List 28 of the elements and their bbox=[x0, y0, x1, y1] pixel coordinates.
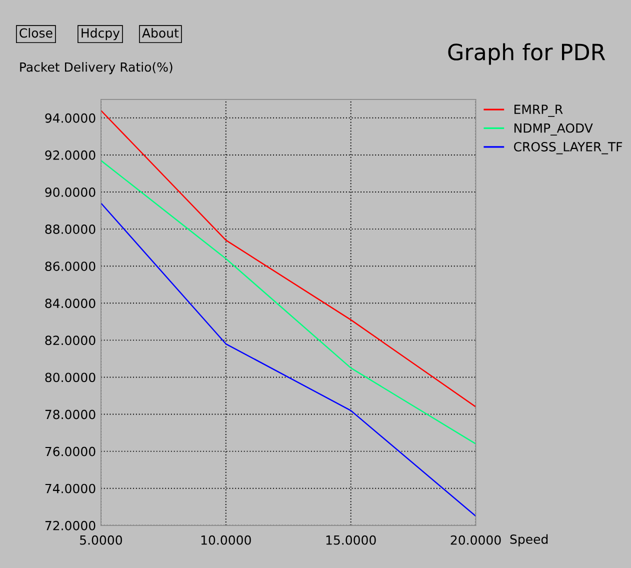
x-tick-label: 10.0000 bbox=[201, 535, 251, 545]
y-tick-label: 72.0000 bbox=[45, 520, 96, 530]
text: Close bbox=[20, 28, 52, 38]
line-series bbox=[100, 202, 476, 517]
y-axis-title: Packet Delivery Ratio(%) bbox=[20, 62, 172, 74]
legend-label: NDMP_AODV bbox=[514, 123, 593, 136]
y-tick-label: 78.0000 bbox=[45, 410, 96, 420]
y-tick-label: 90.0000 bbox=[45, 187, 96, 197]
y-tick-label: 94.0000 bbox=[45, 113, 96, 123]
y-tick-label: 86.0000 bbox=[45, 262, 96, 272]
y-tick-label: 92.0000 bbox=[45, 150, 96, 160]
text: Hdcpy bbox=[82, 28, 120, 40]
x-axis-title: Speed bbox=[510, 534, 548, 546]
legend-label: EMRP_R bbox=[514, 104, 563, 117]
y-tick-label: 82.0000 bbox=[45, 336, 96, 346]
text: Graph for PDR bbox=[448, 43, 606, 65]
y-tick-label: 84.0000 bbox=[45, 298, 96, 308]
y-tick-label: 88.0000 bbox=[45, 224, 96, 234]
x-tick-label: 5.0000 bbox=[80, 535, 122, 545]
x-tick-label: 15.0000 bbox=[326, 535, 376, 545]
y-tick-label: 74.0000 bbox=[45, 484, 96, 494]
x-tick-label: 20.0000 bbox=[450, 535, 501, 545]
y-tick-label: 80.0000 bbox=[45, 372, 96, 382]
line-series bbox=[100, 160, 476, 445]
legend-label: CROSS_LAYER_TF bbox=[514, 142, 622, 154]
y-tick-label: 76.0000 bbox=[45, 446, 96, 456]
line-series bbox=[100, 110, 476, 408]
text: About bbox=[142, 28, 179, 38]
